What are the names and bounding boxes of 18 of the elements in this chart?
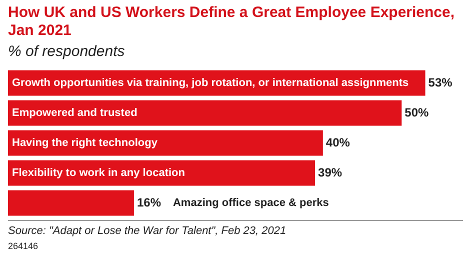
y-tick-label: Flexibility to work in any location	[12, 167, 186, 180]
y-tick-label: Growth opportunities via training, job rotation, or international assignments	[12, 77, 409, 90]
bar	[8, 130, 323, 156]
data-label: 50%	[404, 105, 429, 120]
data-label: 40%	[326, 135, 350, 150]
data-label: 39%	[318, 165, 342, 180]
bar	[8, 190, 134, 216]
data-label: 16%	[136, 195, 162, 210]
source-note: Source: "Adapt or Lose the War for Talent", Feb 23, 2021	[7, 224, 288, 237]
y-tick-label: Having the right technology	[12, 137, 158, 150]
y-tick-label: Empowered and trusted	[12, 107, 138, 120]
bar	[8, 160, 316, 186]
chart-subtitle: % of respondents	[7, 42, 126, 60]
text: 264146	[7, 240, 40, 251]
data-label: 53%	[428, 75, 453, 90]
chart-title: How UK and US Workers Define a Great Employee Experience, Jan 2021	[7, 3, 456, 40]
bar	[8, 100, 402, 126]
y-tick-label: Amazing office space & perks	[172, 197, 329, 210]
